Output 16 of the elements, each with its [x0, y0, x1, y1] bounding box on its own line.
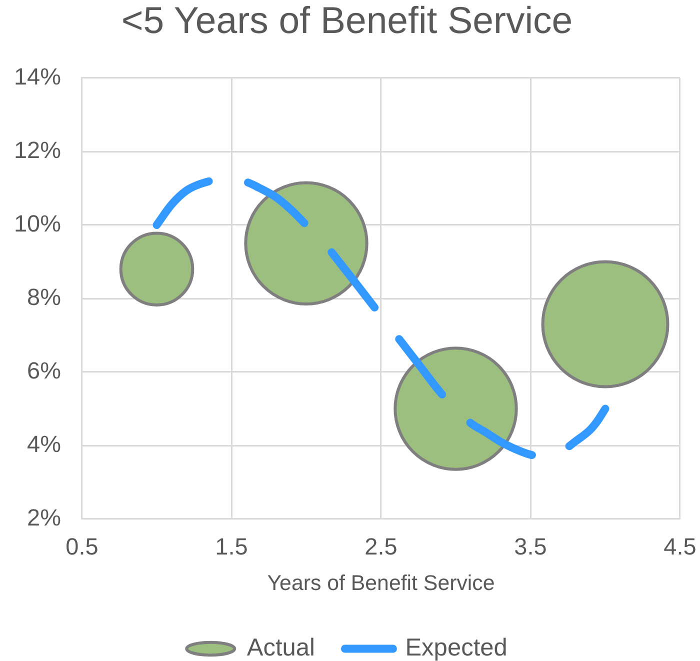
chart-title: <5 Years of Benefit Service — [121, 0, 573, 41]
x-tick-label: 0.5 — [66, 534, 98, 560]
x-tick-label: 1.5 — [215, 534, 248, 560]
y-tick-label: 2% — [27, 504, 62, 530]
legend-label: Actual — [246, 634, 315, 661]
legend-label: Expected — [405, 634, 508, 661]
y-tick-label: 12% — [14, 136, 62, 163]
y-tick-label: 10% — [14, 210, 62, 236]
x-axis-title: Years of Benefit Service — [267, 570, 495, 595]
y-tick-label: 14% — [14, 63, 62, 90]
x-tick-label: 2.5 — [364, 534, 398, 560]
y-tick-label: 4% — [27, 430, 62, 457]
x-tick-label: 3.5 — [514, 534, 547, 560]
x-tick-label: 4.5 — [664, 534, 696, 560]
y-tick-label: 8% — [27, 284, 62, 310]
y-tick-label: 6% — [27, 357, 62, 384]
